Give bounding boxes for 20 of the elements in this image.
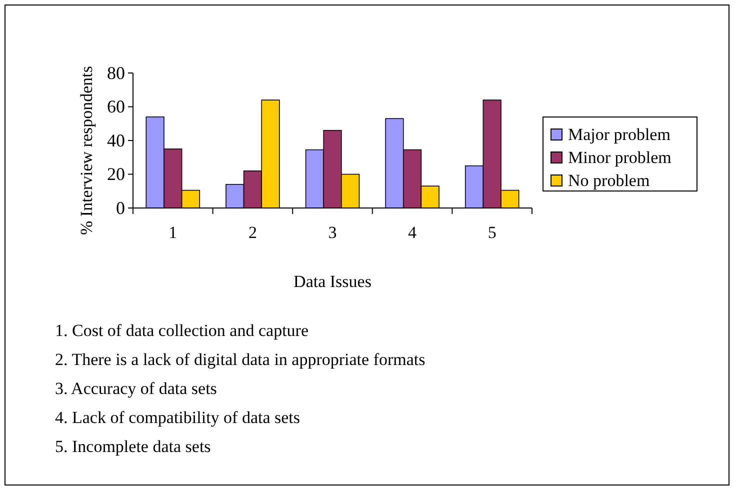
y-tick-label: 60 [107, 96, 125, 117]
legend-label: Minor problem [568, 148, 672, 167]
text: 1. Cost of data collection and capture [55, 321, 308, 340]
x-tick-label: 5 [488, 223, 496, 242]
y-tick-label: 80 [107, 62, 125, 83]
text: 4. Lack of compatibility of data sets [55, 408, 300, 427]
text: 5. Incomplete data sets [55, 437, 211, 456]
y-tick-label: 40 [107, 130, 125, 150]
legend-label: Major problem [568, 125, 670, 144]
x-tick-label: 1 [168, 223, 178, 242]
legend-label: No problem [568, 171, 650, 190]
y-tick-label: 20 [107, 164, 125, 184]
x-tick-label: 2 [248, 223, 257, 242]
y-tick-label: 0 [116, 198, 125, 218]
x-tick-label: 4 [408, 223, 418, 242]
text: 2. There is a lack of digital data in appropriate formats [55, 350, 426, 369]
text: 3. Accuracy of data sets [55, 379, 217, 398]
x-tick-label: 3 [328, 223, 337, 242]
x-axis-title: Data Issues [294, 272, 372, 291]
y-axis-title: % Interview respondents [77, 66, 96, 236]
